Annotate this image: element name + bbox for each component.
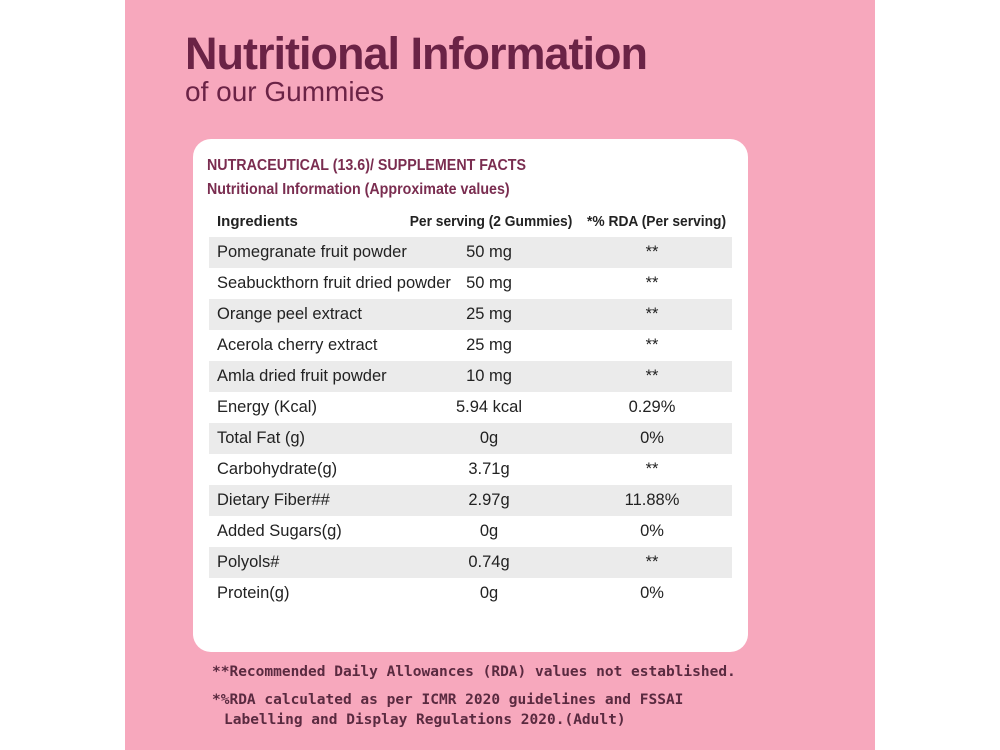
per-serving-cell: 10 mg	[466, 367, 512, 385]
rda-cell: **	[645, 460, 659, 478]
ingredient-cell: Pomegranate fruit powder	[217, 243, 407, 261]
footnote-rda-not-established: **Recommended Daily Allowances (RDA) val…	[212, 664, 736, 680]
rda-cell: 0%	[640, 584, 664, 602]
ingredient-cell: Total Fat (g)	[217, 429, 306, 447]
rda-cell: **	[645, 336, 659, 354]
ingredient-cell: Protein(g)	[217, 584, 290, 602]
ingredient-cell: Dietary Fiber##	[217, 491, 330, 509]
page-subtitle: of our Gummies	[185, 76, 385, 107]
per-serving-cell: 0g	[479, 522, 499, 540]
table-row: Seabuckthorn fruit dried powder 50 mg **	[209, 268, 732, 299]
per-serving-cell: 50 mg	[466, 243, 512, 261]
pink-panel: Nutritional Information of our Gummies N…	[125, 0, 875, 750]
per-serving-cell: 0g	[479, 584, 499, 602]
table-row: Energy (Kcal) 5.94 kcal 0.29%	[209, 392, 732, 423]
table-row: Orange peel extract 25 mg **	[209, 299, 732, 330]
table-row: Dietary Fiber## 2.97g 11.88%	[209, 485, 732, 516]
ingredient-cell: Amla dried fruit powder	[217, 367, 387, 385]
ingredient-cell: Energy (Kcal)	[217, 398, 317, 416]
footnote-rda-calculation: *%RDA calculated as per ICMR 2020 guidel…	[212, 692, 684, 708]
per-serving-cell: 50 mg	[466, 274, 512, 292]
per-serving-cell: 5.94 kcal	[455, 398, 523, 416]
per-serving-cell: 3.71g	[468, 460, 510, 478]
rda-cell: 0%	[640, 429, 664, 447]
footnote-regulations: Labelling and Display Regulations 2020.(…	[224, 712, 626, 728]
supplement-facts-card: NUTRACEUTICAL (13.6)/ SUPPLEMENT FACTS N…	[193, 139, 748, 652]
per-serving-cell: 25 mg	[466, 336, 512, 354]
table-row: Added Sugars(g) 0g 0%	[209, 516, 732, 547]
table-row: Carbohydrate(g) 3.71g **	[209, 454, 732, 485]
card-heading-nutritional-info: Nutritional Information (Approximate val…	[207, 181, 510, 198]
nutrition-table: Ingredients Per serving (2 Gummies) *% R…	[209, 206, 732, 609]
table-row: Pomegranate fruit powder 50 mg **	[209, 237, 732, 268]
per-serving-cell: 25 mg	[466, 305, 512, 323]
table-header-row: Ingredients Per serving (2 Gummies) *% R…	[209, 206, 732, 237]
card-heading-supplement-facts: NUTRACEUTICAL (13.6)/ SUPPLEMENT FACTS	[207, 157, 527, 174]
rda-cell: **	[645, 243, 659, 261]
ingredient-cell: Orange peel extract	[217, 305, 362, 323]
rda-cell: **	[645, 553, 659, 571]
table-row: Acerola cherry extract 25 mg **	[209, 330, 732, 361]
rda-cell: 11.88%	[624, 491, 680, 509]
table-row: Total Fat (g) 0g 0%	[209, 423, 732, 454]
ingredient-cell: Carbohydrate(g)	[217, 460, 338, 478]
ingredient-cell: Acerola cherry extract	[217, 336, 378, 354]
rda-cell: **	[645, 274, 659, 292]
table-row: Polyols# 0.74g **	[209, 547, 732, 578]
ingredient-cell: Polyols#	[217, 553, 280, 571]
table-row: Protein(g) 0g 0%	[209, 578, 732, 609]
ingredient-cell: Added Sugars(g)	[217, 522, 342, 540]
column-header-ingredients: Ingredients	[217, 213, 298, 230]
per-serving-cell: 0g	[479, 429, 499, 447]
ingredient-cell: Seabuckthorn fruit dried powder	[217, 274, 451, 292]
rda-cell: 0%	[640, 522, 664, 540]
page-title: Nutritional Information	[185, 28, 648, 79]
per-serving-cell: 2.97g	[468, 491, 510, 509]
rda-cell: **	[645, 367, 659, 385]
column-header-per-serving: Per serving (2 Gummies)	[409, 213, 573, 230]
rda-cell: **	[645, 305, 659, 323]
column-header-rda: *% RDA (Per serving)	[587, 213, 727, 230]
rda-cell: 0.29%	[628, 398, 676, 416]
per-serving-cell: 0.74g	[468, 553, 510, 571]
table-row: Amla dried fruit powder 10 mg **	[209, 361, 732, 392]
